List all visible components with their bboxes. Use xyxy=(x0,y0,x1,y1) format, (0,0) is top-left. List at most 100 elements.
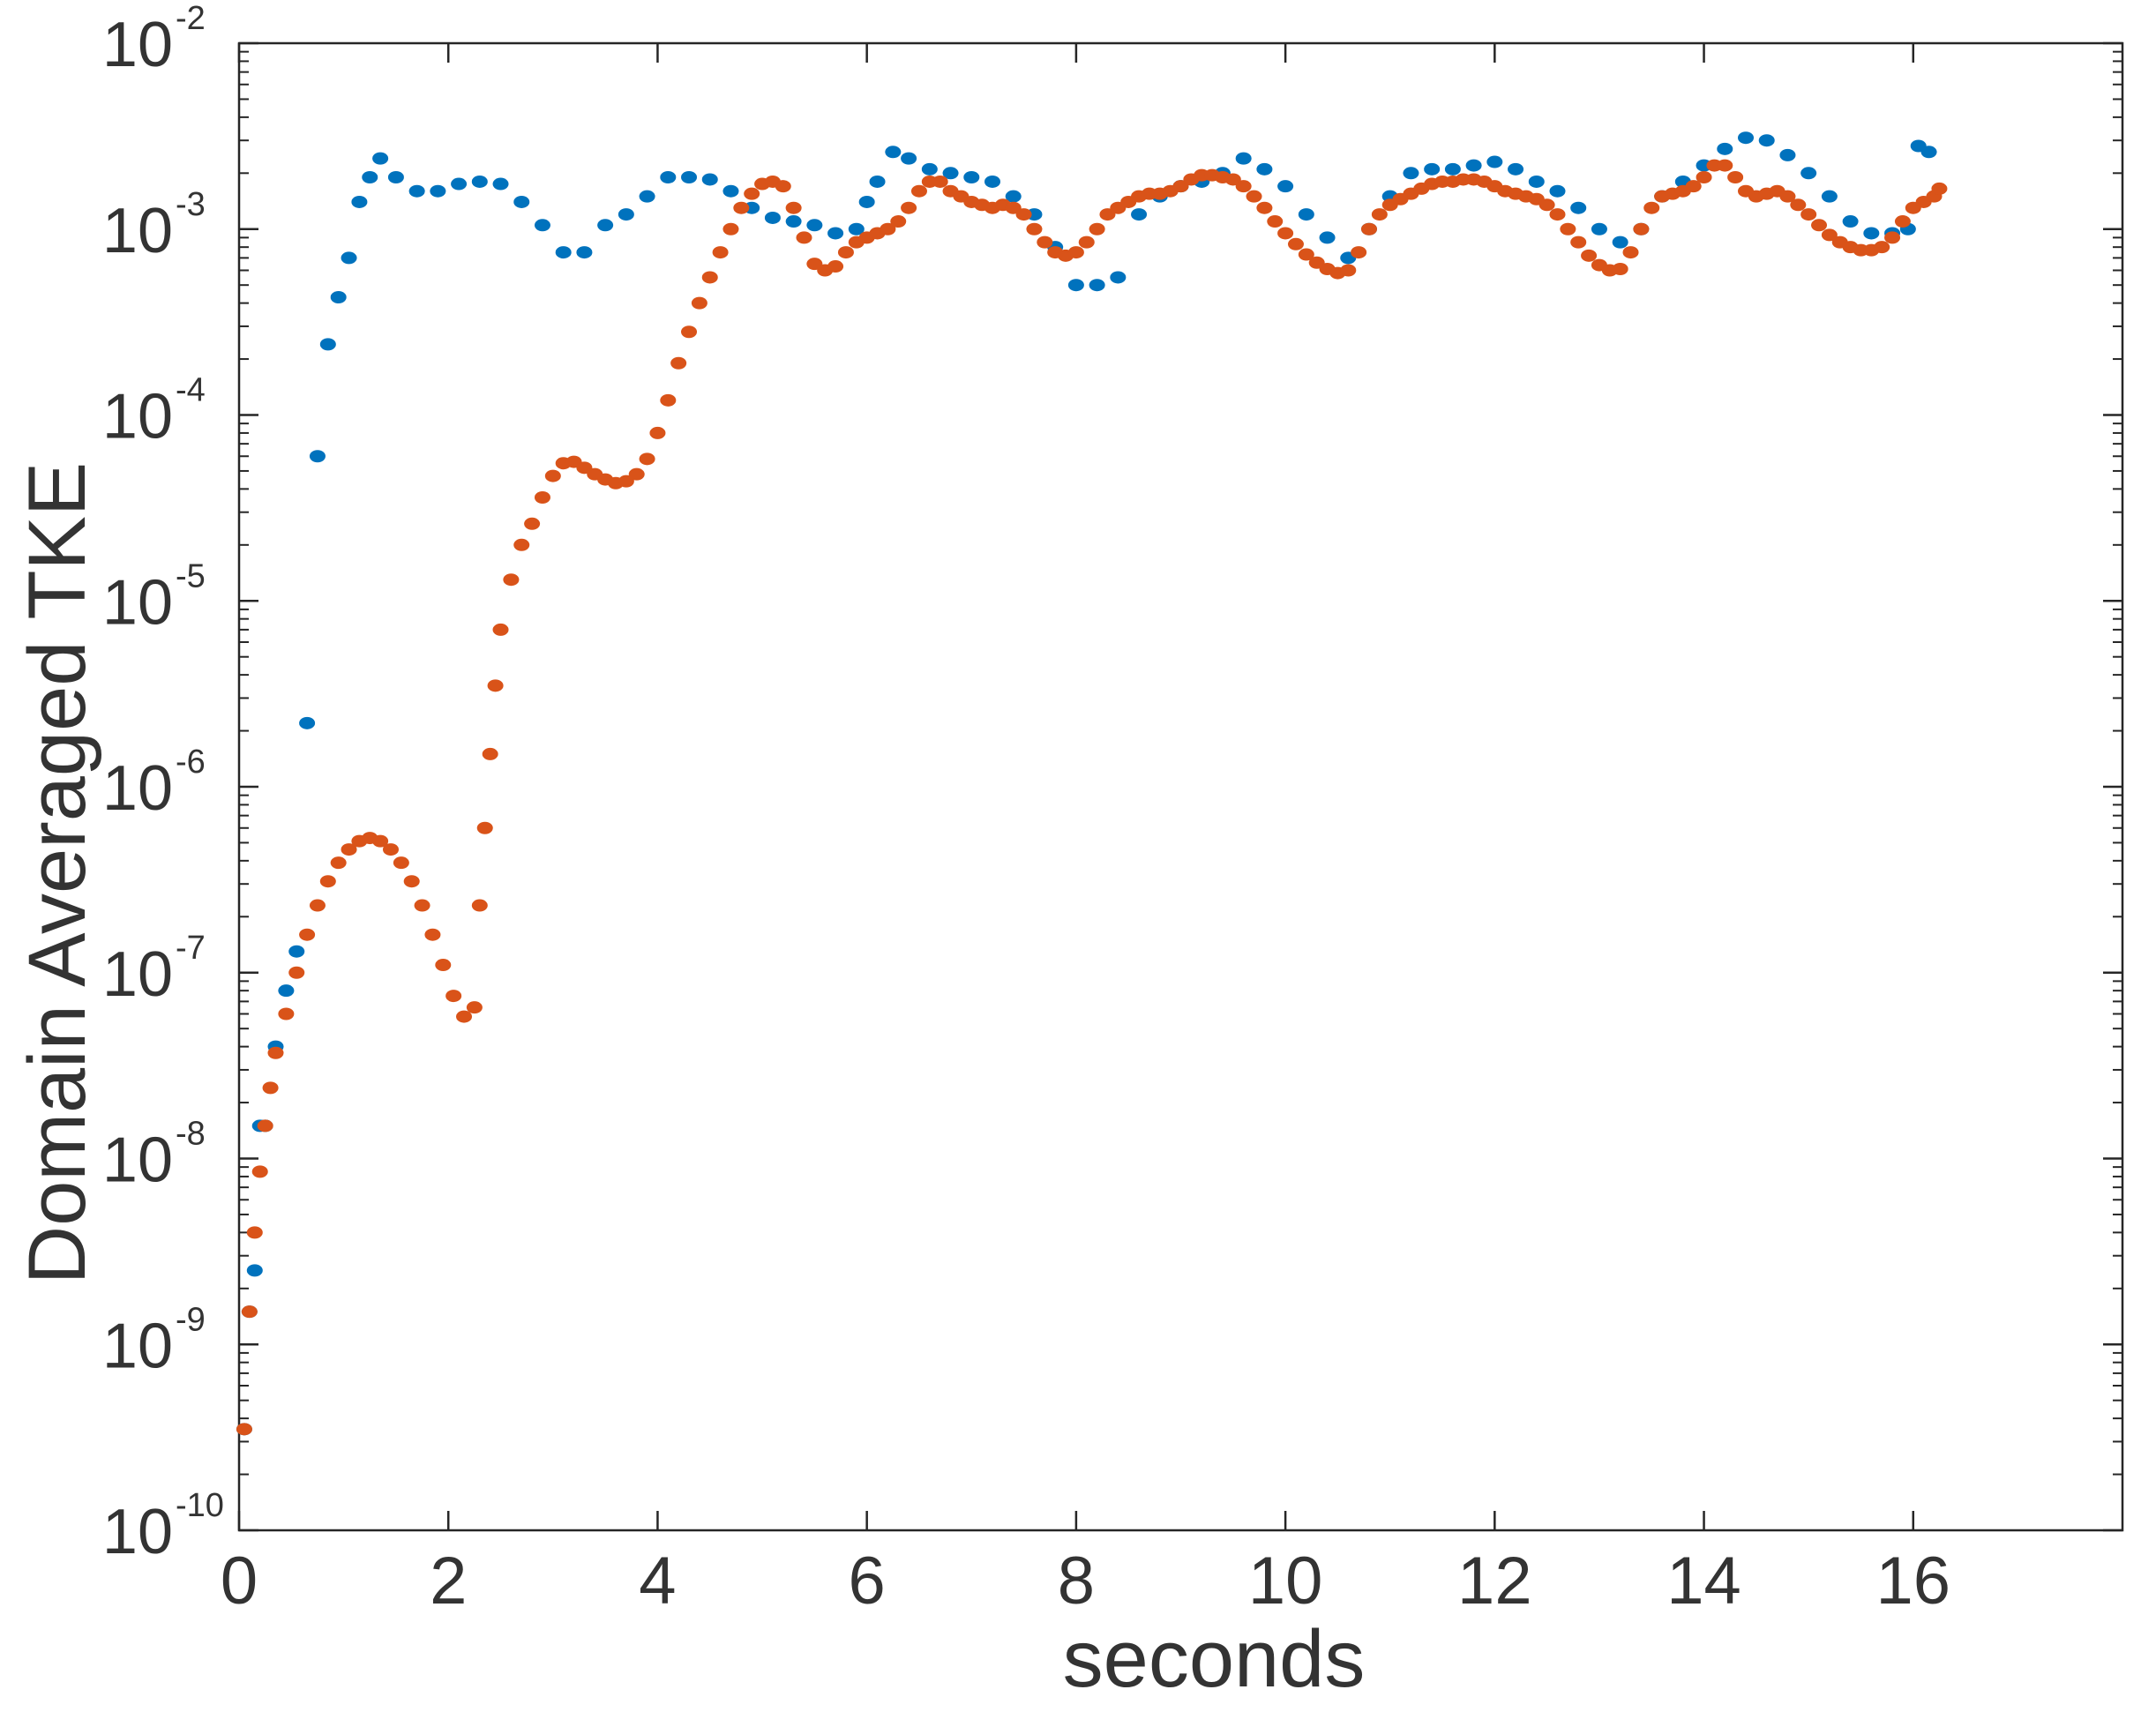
y-tick-label: 10 -6 xyxy=(102,744,206,824)
data-point xyxy=(796,231,812,244)
y-axis-title: Domain Averaged TKE xyxy=(12,462,102,1285)
data-point xyxy=(1486,155,1503,168)
data-point xyxy=(362,171,378,184)
data-point xyxy=(482,747,498,760)
data-point xyxy=(246,1226,263,1239)
data-point xyxy=(901,201,917,214)
data-point xyxy=(1800,208,1817,221)
x-tick-labels: 0 2 4 6 8 10 12 14 16 xyxy=(221,1544,1950,1619)
data-point xyxy=(1235,152,1252,165)
data-point xyxy=(372,834,389,848)
data-point xyxy=(618,208,634,221)
data-point xyxy=(424,928,441,941)
data-point xyxy=(827,227,844,240)
data-point xyxy=(456,1010,473,1023)
y-tick-exponent: -3 xyxy=(176,186,206,223)
y-tick-base: 10 xyxy=(102,1311,173,1381)
x-tick-label: 2 xyxy=(430,1544,467,1619)
data-point xyxy=(984,175,1000,188)
data-point xyxy=(827,260,844,273)
data-point xyxy=(963,171,980,184)
data-point xyxy=(1089,222,1105,235)
y-tick-label: 10 -9 xyxy=(102,1301,206,1381)
data-point xyxy=(1371,208,1388,221)
y-tick-exponent: -7 xyxy=(176,930,206,967)
data-point xyxy=(1581,249,1598,262)
data-point xyxy=(403,875,420,888)
y-tick-label: 10 -10 xyxy=(102,1487,224,1567)
data-point xyxy=(1790,198,1807,212)
y-tick-base: 10 xyxy=(102,10,173,80)
data-point xyxy=(241,1305,258,1319)
data-point xyxy=(262,1081,279,1095)
data-point xyxy=(513,538,530,551)
y-tick-exponent: -4 xyxy=(176,372,206,409)
x-tick-label: 14 xyxy=(1666,1544,1741,1619)
data-point xyxy=(1424,162,1441,176)
data-point xyxy=(1643,201,1660,214)
data-point xyxy=(1319,231,1336,244)
data-point xyxy=(503,573,520,587)
x-tick-label: 0 xyxy=(221,1544,258,1619)
data-point xyxy=(880,222,896,235)
y-tick-base: 10 xyxy=(102,567,173,638)
data-point xyxy=(1015,208,1032,221)
data-point xyxy=(319,338,336,351)
data-point xyxy=(513,195,530,208)
data-point xyxy=(932,175,948,188)
data-point xyxy=(618,475,634,488)
data-point xyxy=(1811,219,1828,232)
x-tick-label: 6 xyxy=(849,1544,886,1619)
y-tick-base: 10 xyxy=(102,1125,173,1196)
series-2 xyxy=(236,159,1948,1436)
data-point xyxy=(524,517,541,530)
data-point xyxy=(1528,175,1545,188)
data-point xyxy=(1842,215,1859,228)
data-point xyxy=(1800,167,1817,180)
data-point xyxy=(733,201,750,214)
data-point xyxy=(1560,222,1576,235)
series-layer xyxy=(236,131,1948,1436)
data-point xyxy=(1089,279,1105,292)
data-point xyxy=(1110,271,1127,284)
data-point xyxy=(744,187,760,200)
data-point xyxy=(1821,190,1838,203)
data-point xyxy=(670,356,687,370)
data-point xyxy=(309,899,326,912)
data-point xyxy=(806,219,823,232)
data-point xyxy=(382,843,399,856)
data-point xyxy=(576,246,593,259)
data-point xyxy=(722,222,739,235)
data-point xyxy=(1931,182,1948,195)
data-point xyxy=(1874,241,1890,254)
data-point xyxy=(487,679,504,692)
y-tick-label: 10 -2 xyxy=(102,0,206,80)
data-point xyxy=(691,296,707,310)
data-point xyxy=(785,201,802,214)
data-point xyxy=(1612,262,1628,275)
data-point xyxy=(492,623,509,636)
data-point xyxy=(299,928,316,941)
data-point xyxy=(649,426,666,439)
x-tick-label: 4 xyxy=(639,1544,676,1619)
data-point xyxy=(1538,198,1555,212)
data-point xyxy=(309,450,326,463)
data-point xyxy=(1465,159,1482,172)
data-point xyxy=(1727,171,1744,184)
data-point xyxy=(1570,235,1587,249)
data-point xyxy=(837,246,854,259)
y-tick-label: 10 -3 xyxy=(102,186,206,266)
data-point xyxy=(1696,171,1712,184)
data-point xyxy=(1351,246,1367,259)
data-point xyxy=(1570,201,1587,214)
data-point xyxy=(414,899,430,912)
data-point xyxy=(341,843,357,856)
data-point xyxy=(775,180,791,193)
y-tick-base: 10 xyxy=(102,753,173,824)
x-axis-title: seconds xyxy=(1063,1614,1366,1704)
data-point xyxy=(1622,246,1639,259)
data-point xyxy=(1256,201,1273,214)
data-point xyxy=(1246,190,1262,203)
data-point xyxy=(1235,180,1252,193)
y-tick-exponent: -8 xyxy=(176,1116,206,1153)
